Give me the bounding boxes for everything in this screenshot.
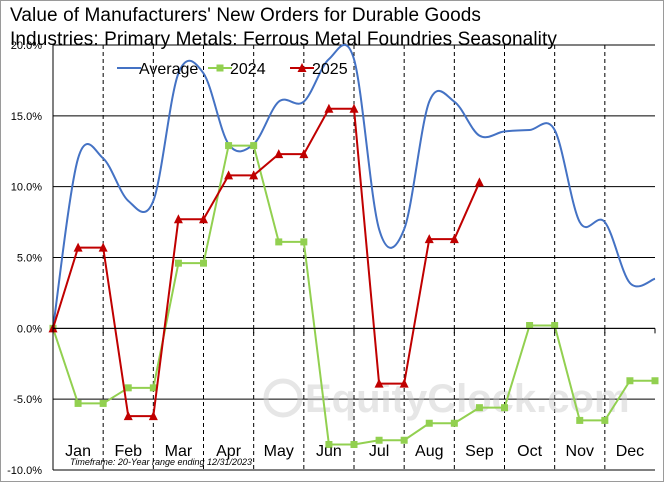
y-tick-label: 15.0% [11, 111, 42, 123]
data-point-2024 [200, 259, 207, 267]
y-tick-label: 10.0% [11, 182, 42, 194]
data-point-2024 [475, 404, 483, 412]
series-line-2025 [52, 107, 481, 418]
legend-item-2025: 2025 [290, 61, 348, 78]
data-point-2024 [551, 322, 559, 329]
data-point-2025 [474, 177, 484, 187]
data-point-2024 [275, 238, 283, 246]
legend-label-2024: 2024 [230, 61, 266, 78]
data-point-2024 [425, 419, 433, 427]
data-point-2025 [224, 170, 234, 180]
x-tick-label-dec: Dec [616, 443, 644, 460]
series-2025 [48, 103, 484, 421]
y-tick-label: -5.0% [13, 394, 42, 406]
y-tick-label: 20.0% [11, 40, 42, 52]
data-point-2024 [149, 384, 157, 392]
data-point-2025 [123, 411, 133, 421]
x-tick-label-mar: Mar [165, 443, 193, 460]
data-point-2024 [651, 377, 659, 385]
series-average [52, 43, 656, 329]
data-point-2024 [501, 404, 508, 412]
data-point-2024 [216, 64, 224, 72]
data-point-2024 [626, 377, 634, 385]
x-tick-label-nov: Nov [566, 443, 594, 460]
data-point-2024 [124, 384, 132, 392]
x-tick-label-jul: Jul [369, 443, 389, 460]
data-point-2024 [174, 259, 182, 267]
x-tick-label-aug: Aug [415, 443, 443, 460]
data-point-2024 [350, 441, 358, 448]
watermark-clock-icon [263, 378, 303, 418]
legend-item-2024: 2024 [208, 61, 266, 78]
axis-layer: -10.0% -5.0% 0.0% 5.0% 10.0% 15.0% 20.0% Jan Feb… [7, 40, 656, 477]
x-tick-label-feb: Feb [114, 443, 142, 460]
data-point-2025 [73, 242, 83, 252]
data-point-2024 [450, 419, 458, 427]
legend-item-average: Average [117, 61, 198, 78]
y-tick-label: 0.0% [17, 323, 42, 335]
y-tick-label: 5.0% [17, 253, 42, 265]
legend-label-average: Average [139, 61, 198, 78]
data-point-2025 [98, 242, 108, 252]
series-line-average [52, 43, 656, 329]
x-tick-label-jan: Jan [65, 443, 91, 460]
data-point-2024 [400, 436, 408, 444]
data-point-2025 [349, 103, 359, 113]
data-point-2024 [300, 238, 308, 246]
data-point-2025 [274, 149, 284, 159]
data-point-2024 [526, 322, 534, 329]
data-point-2025 [297, 63, 307, 72]
data-point-2024 [601, 416, 609, 424]
data-point-2024 [325, 441, 333, 448]
series-layer [48, 43, 659, 448]
x-tick-label-sep: Sep [465, 443, 494, 460]
data-point-2024 [375, 436, 383, 444]
timeframe-footnote: Timeframe: 20-Year range ending 12/31/20… [70, 457, 252, 467]
data-point-2025 [449, 234, 459, 244]
data-point-2025 [399, 378, 409, 388]
chart-title-line-1: Value of Manufacturers' New Orders for D… [10, 5, 482, 26]
watermark-text: EquityClock.com [305, 377, 630, 421]
data-point-2025 [299, 149, 309, 159]
data-point-2024 [576, 416, 584, 424]
data-point-2025 [249, 170, 259, 180]
data-point-2025 [374, 378, 384, 388]
y-tick-label: -10.0% [7, 465, 42, 477]
data-point-2025 [424, 234, 434, 244]
legend: Average 2024 2025 [117, 61, 348, 78]
data-point-2025 [148, 411, 158, 421]
legend-label-2025: 2025 [312, 61, 348, 78]
data-point-2024 [74, 399, 82, 407]
series-2024 [49, 142, 659, 448]
data-point-2025 [324, 103, 334, 113]
x-tick-label-may: May [264, 443, 294, 460]
data-point-2024 [225, 142, 233, 150]
data-point-2025 [199, 214, 208, 224]
data-point-2025 [173, 214, 183, 224]
data-point-2024 [250, 142, 258, 150]
x-tick-label-apr: Apr [216, 443, 242, 460]
x-tick-label-oct: Oct [517, 443, 542, 460]
data-point-2024 [99, 399, 107, 407]
x-tick-label-jun: Jun [316, 443, 342, 460]
